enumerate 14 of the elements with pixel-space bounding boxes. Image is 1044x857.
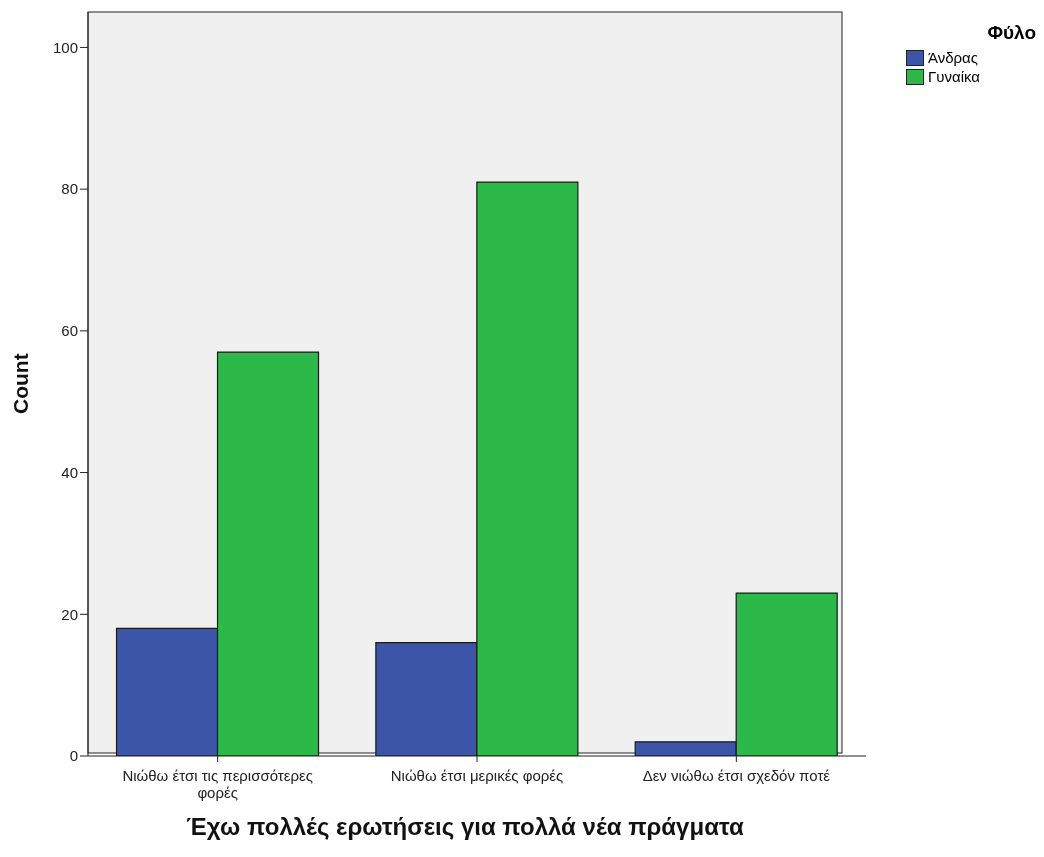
legend-label: Γυναίκα bbox=[927, 67, 981, 86]
y-tick-label: 20 bbox=[61, 605, 78, 623]
y-tick-label: 60 bbox=[61, 322, 78, 340]
x-tick-label: Νιώθω έτσι μερικές φορές bbox=[390, 766, 564, 784]
x-axis-title: Έχω πολλές ερωτήσεις για πολλά νέα πράγματα bbox=[185, 813, 745, 841]
legend-label: Άνδρας bbox=[927, 48, 980, 67]
y-tick-label: 40 bbox=[61, 463, 78, 481]
y-tick-label: 100 bbox=[52, 38, 78, 56]
legend-title: Φύλο bbox=[986, 22, 1036, 44]
y-tick-label: 0 bbox=[69, 747, 78, 765]
y-axis-title: Count bbox=[9, 353, 33, 414]
x-tick-label: Δεν νιώθω έτσι σχεδόν ποτέ bbox=[642, 766, 831, 784]
y-tick-label: 80 bbox=[61, 180, 78, 198]
x-tick-label: Νιώθω έτσι τις περισσότερες φορές bbox=[122, 766, 313, 801]
